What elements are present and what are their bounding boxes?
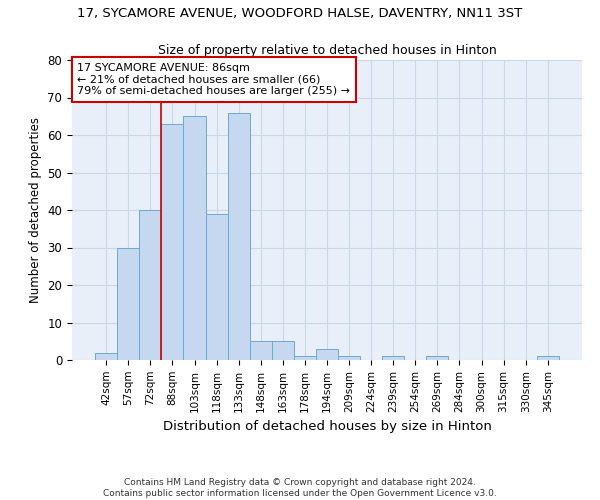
Bar bbox=[250, 341, 272, 360]
Bar bbox=[316, 349, 338, 360]
Bar bbox=[427, 356, 448, 360]
Bar bbox=[161, 124, 184, 360]
Y-axis label: Number of detached properties: Number of detached properties bbox=[29, 117, 42, 303]
Bar bbox=[382, 356, 404, 360]
Bar bbox=[294, 356, 316, 360]
X-axis label: Distribution of detached houses by size in Hinton: Distribution of detached houses by size … bbox=[163, 420, 491, 433]
Bar bbox=[206, 214, 227, 360]
Text: Contains HM Land Registry data © Crown copyright and database right 2024.
Contai: Contains HM Land Registry data © Crown c… bbox=[103, 478, 497, 498]
Text: 17 SYCAMORE AVENUE: 86sqm
← 21% of detached houses are smaller (66)
79% of semi-: 17 SYCAMORE AVENUE: 86sqm ← 21% of detac… bbox=[77, 63, 350, 96]
Bar bbox=[95, 352, 117, 360]
Bar bbox=[272, 341, 294, 360]
Bar bbox=[117, 248, 139, 360]
Bar bbox=[338, 356, 360, 360]
Title: Size of property relative to detached houses in Hinton: Size of property relative to detached ho… bbox=[158, 44, 496, 58]
Text: 17, SYCAMORE AVENUE, WOODFORD HALSE, DAVENTRY, NN11 3ST: 17, SYCAMORE AVENUE, WOODFORD HALSE, DAV… bbox=[77, 8, 523, 20]
Bar bbox=[537, 356, 559, 360]
Bar bbox=[139, 210, 161, 360]
Bar bbox=[227, 112, 250, 360]
Bar bbox=[184, 116, 206, 360]
